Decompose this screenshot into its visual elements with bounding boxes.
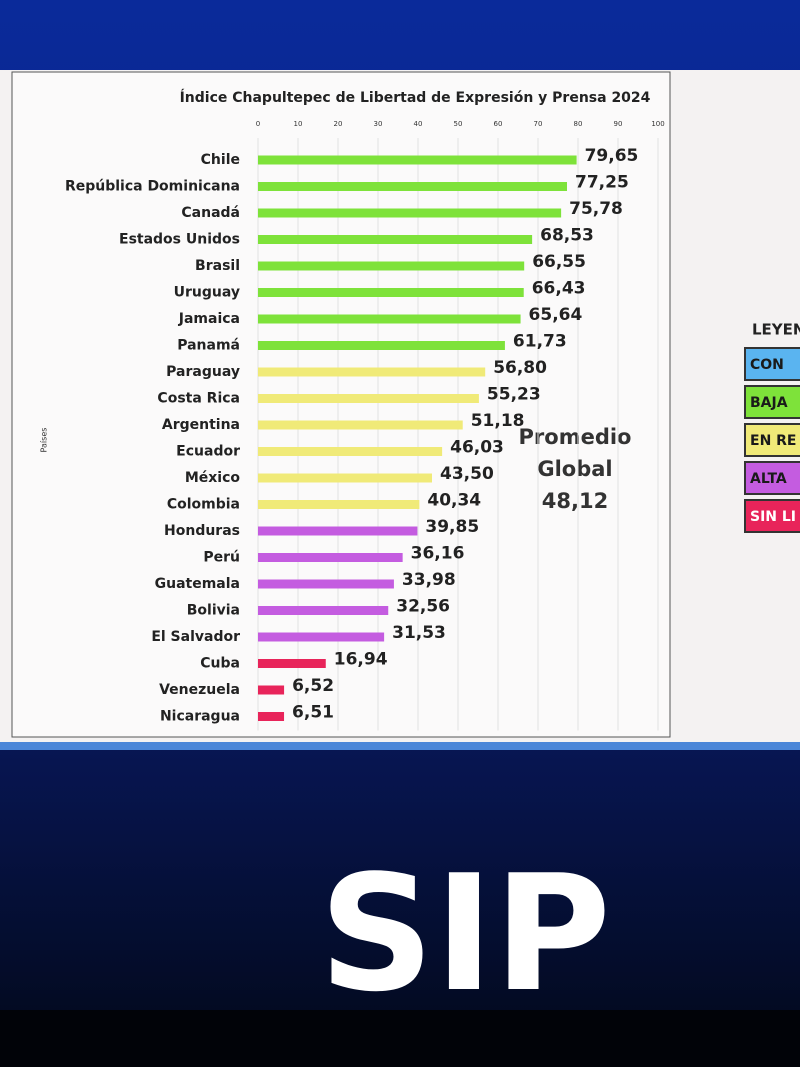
legend-swatch (744, 423, 800, 457)
value-label: 77,25 (575, 173, 629, 193)
value-label: 40,34 (427, 491, 481, 511)
x-tick-label: 10 (294, 120, 303, 128)
bar (258, 394, 479, 403)
y-tick-label: Estados Unidos (119, 232, 240, 248)
y-tick-label: Brasil (195, 258, 240, 274)
bar (258, 208, 562, 218)
value-label: 65,64 (529, 305, 583, 325)
bar (258, 632, 385, 642)
annotation: Promedio (519, 425, 632, 449)
value-label: 46,03 (450, 438, 504, 458)
bar (258, 659, 326, 668)
value-label: 75,78 (569, 199, 623, 219)
value-label: 79,65 (585, 146, 639, 166)
logo: SIP (319, 840, 611, 1027)
bar (258, 526, 418, 536)
value-label: 55,23 (487, 385, 541, 405)
value-label: 56,80 (493, 358, 547, 378)
bar (258, 447, 443, 456)
y-tick-label: Bolivia (187, 603, 240, 619)
bar (258, 685, 285, 695)
y-tick-label: República Dominicana (65, 179, 240, 195)
y-tick-label: Costa Rica (157, 391, 240, 407)
value-label: 68,53 (540, 226, 594, 246)
y-tick-label: Canadá (181, 205, 240, 221)
y-tick-label: Ecuador (176, 444, 240, 460)
y-tick-label: Venezuela (159, 682, 240, 698)
value-label: 51,18 (471, 411, 525, 431)
bar (258, 314, 521, 324)
value-label: 6,52 (292, 676, 334, 696)
y-tick-label: Cuba (200, 656, 240, 672)
y-tick-label: Guatemala (155, 576, 240, 592)
value-label: 43,50 (440, 464, 494, 484)
value-label: 31,53 (392, 623, 446, 643)
y-tick-label: Honduras (164, 523, 240, 539)
bar (258, 261, 525, 271)
y-tick-label: Jamaica (178, 311, 240, 327)
value-label: 6,51 (292, 703, 334, 723)
x-tick-label: 100 (651, 120, 664, 128)
bar (258, 420, 463, 430)
legend-swatch (744, 499, 800, 533)
bar (258, 500, 420, 509)
y-tick-label: Colombia (167, 497, 240, 513)
legend-label: ALTA (750, 471, 787, 487)
legend-swatch (744, 385, 800, 419)
y-tick-label: Paraguay (166, 364, 240, 380)
value-label: 32,56 (396, 597, 450, 617)
bar (258, 367, 486, 377)
y-tick-label: Perú (203, 550, 240, 566)
value-label: 66,43 (532, 279, 586, 299)
x-tick-label: 80 (574, 120, 583, 128)
value-label: 36,16 (411, 544, 465, 564)
bar (258, 235, 533, 244)
bar (258, 553, 403, 562)
bar (258, 712, 285, 721)
stage (0, 1010, 800, 1067)
value-label: 33,98 (402, 570, 456, 590)
slide-bar (0, 742, 800, 750)
annotation: Global (537, 457, 612, 481)
legend-swatch (744, 461, 800, 495)
legend-swatch (744, 347, 800, 381)
x-tick-label: 50 (454, 120, 463, 128)
y-tick-label: Argentina (162, 417, 240, 433)
bar (258, 155, 577, 165)
y-tick-label: Panamá (177, 338, 240, 354)
legend-label: EN RE (750, 433, 797, 449)
bar (258, 579, 394, 589)
y-axis-label: Países (40, 428, 49, 453)
value-label: 61,73 (513, 332, 567, 352)
bar (258, 182, 567, 191)
annotation: 48,12 (542, 489, 608, 513)
x-tick-label: 0 (256, 120, 260, 128)
bar (258, 341, 505, 350)
bar (258, 473, 432, 483)
bar (258, 606, 389, 615)
x-tick-label: 40 (414, 120, 423, 128)
legend-label: CON (750, 357, 784, 373)
legend-title: LEYEN (752, 321, 800, 339)
y-tick-label: El Salvador (151, 629, 240, 645)
legend-label: SIN LI (750, 509, 796, 525)
value-label: 16,94 (334, 650, 388, 670)
x-tick-label: 30 (374, 120, 383, 128)
y-tick-label: Chile (201, 152, 240, 168)
value-label: 66,55 (532, 252, 586, 272)
legend-label: BAJA (750, 395, 788, 411)
x-tick-label: 90 (614, 120, 623, 128)
x-tick-label: 70 (534, 120, 543, 128)
y-tick-label: Uruguay (174, 285, 240, 301)
bar (258, 288, 524, 297)
y-tick-label: México (185, 470, 241, 486)
value-label: 39,85 (425, 517, 479, 537)
y-tick-label: Nicaragua (160, 709, 240, 725)
x-tick-label: 60 (494, 120, 503, 128)
chart-title: Índice Chapultepec de Libertad de Expres… (180, 89, 651, 106)
x-tick-label: 20 (334, 120, 343, 128)
